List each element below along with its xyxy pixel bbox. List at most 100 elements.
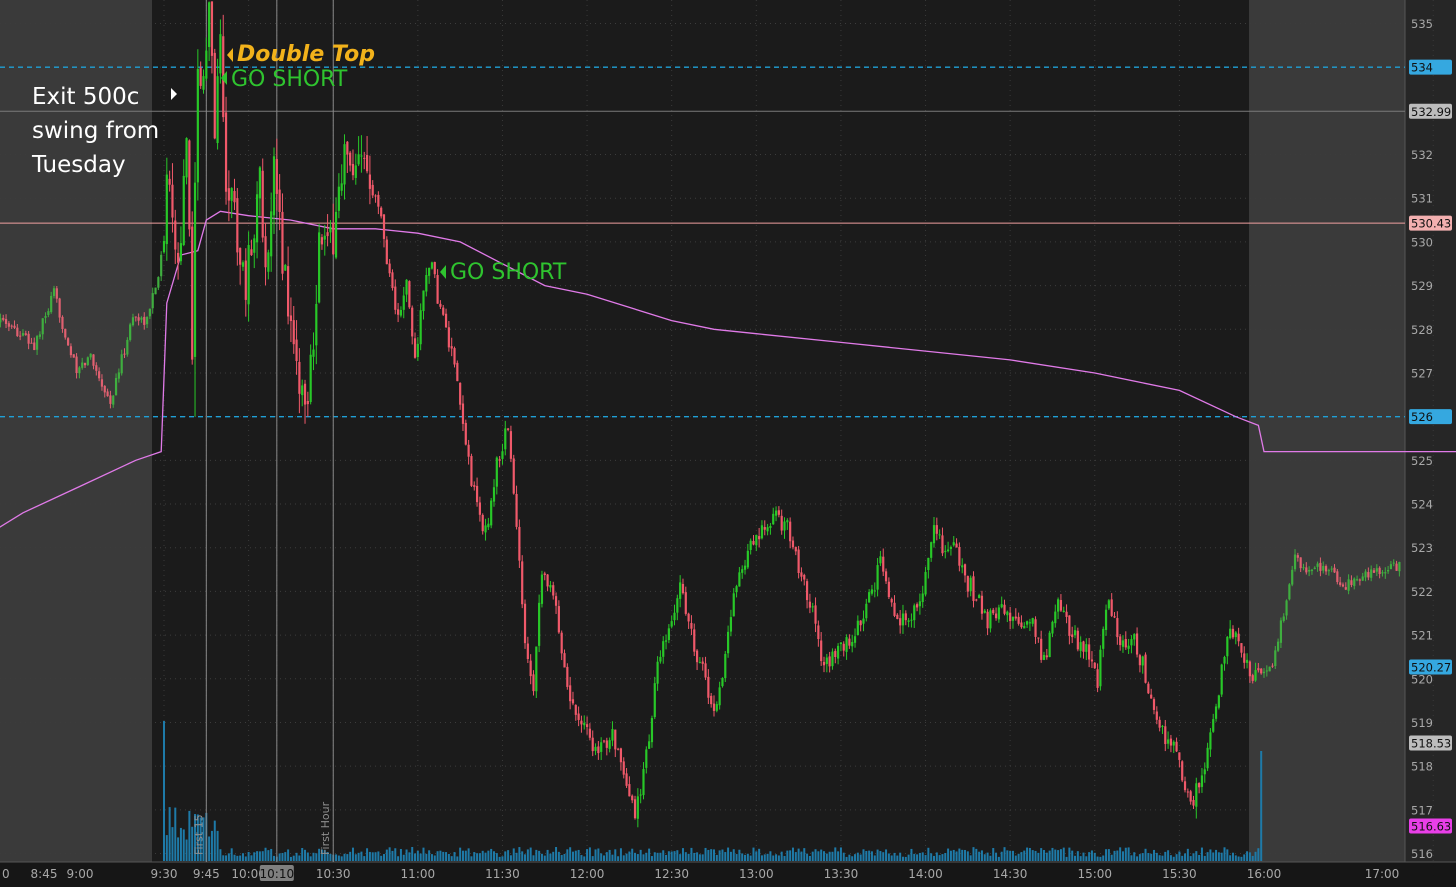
volume-bar [498,856,501,861]
price-tick-532-99: 532.99 [1411,105,1451,119]
volume-bar [673,851,676,861]
volume-bar [588,847,591,861]
candle-body [419,310,422,345]
candle-body [805,581,809,601]
volume-bar [865,851,868,861]
candle-body [368,174,371,189]
volume-bar [800,851,803,861]
volume-bar [563,853,566,861]
candle-body [577,713,580,720]
volume-bar [899,852,902,861]
candle-body [1355,579,1359,581]
candle-body [724,653,727,679]
candle-body [569,685,572,702]
volume-bar [1169,855,1172,861]
candle-body [653,683,656,718]
volume-bar [639,849,642,861]
candle-body [83,362,87,366]
candle-body [332,223,335,255]
candle-body [1384,572,1387,574]
candle-body [38,334,41,337]
volume-bar [580,855,583,861]
candle-body [1367,572,1370,578]
volume-bar [763,854,766,861]
volume-bar [901,856,904,861]
volume-bar [978,851,981,861]
candle-body [704,663,707,678]
volume-bar [1212,852,1215,861]
candle-body [820,640,823,662]
volume-bar [1138,854,1141,861]
candle-body [171,184,174,218]
volume-bar [569,847,572,861]
candle-body [35,336,39,350]
volume-bar [241,853,244,861]
candle-body [1045,655,1048,658]
candle-body [557,606,560,633]
volume-bar [306,852,309,861]
candle-body [1025,621,1029,625]
go-short-label-2: GO SHORT [450,260,567,285]
candle-body [1000,604,1003,608]
volume-bar [315,853,318,861]
candle-body [538,602,541,646]
candle-body [749,540,752,550]
candle-body [949,546,953,549]
volume-bar [1237,856,1240,861]
candle-body [374,195,377,197]
volume-bar [1195,851,1198,861]
volume-bar [1020,852,1023,861]
volume-bar [1223,847,1226,861]
candle-body [676,598,679,613]
candle-body [459,382,462,405]
volume-bar [1209,849,1212,861]
candle-body [927,557,930,571]
candle-body [969,577,972,592]
volume-bar [1079,856,1082,861]
candle-body [397,309,400,315]
volume-bar [625,853,628,861]
candle-body [1071,634,1074,638]
volume-bar [1119,847,1122,861]
candle-body [763,527,766,530]
candle-body [952,542,955,546]
candle-body [289,315,293,322]
candle-body [174,220,177,250]
candle-body [1059,600,1063,611]
volume-bar [1031,850,1034,861]
price-tick-518: 518 [1411,760,1433,774]
volume-bar [707,849,710,861]
candle-body [253,238,256,253]
candle-body [177,252,180,263]
volume-bar [648,848,651,861]
candle-body [930,542,933,558]
candle-body [662,641,665,657]
candle-body [769,525,772,528]
candle-body [306,400,309,405]
candle-body [117,372,120,379]
candle-body [160,254,163,277]
candle-body [399,309,403,316]
candle-body [239,247,242,265]
candle-body [1231,628,1235,638]
double-top-arrow-icon [227,48,233,62]
candle-body [1121,640,1125,647]
candle-body [1175,741,1178,752]
candle-body [614,729,617,750]
volume-bar [346,854,349,861]
candle-body [1237,633,1240,642]
candle-body [365,154,369,172]
candle-body [24,333,27,335]
volume-bar [1229,855,1232,861]
candle-body [727,631,730,654]
volume-bar [955,851,958,861]
premarket-shade [0,0,152,862]
candle-body [182,175,185,246]
candle-body [1082,641,1085,652]
candle-body [1310,569,1314,572]
volume-bar [1181,855,1184,861]
candle-body [1009,612,1012,622]
volume-bar [735,854,738,861]
